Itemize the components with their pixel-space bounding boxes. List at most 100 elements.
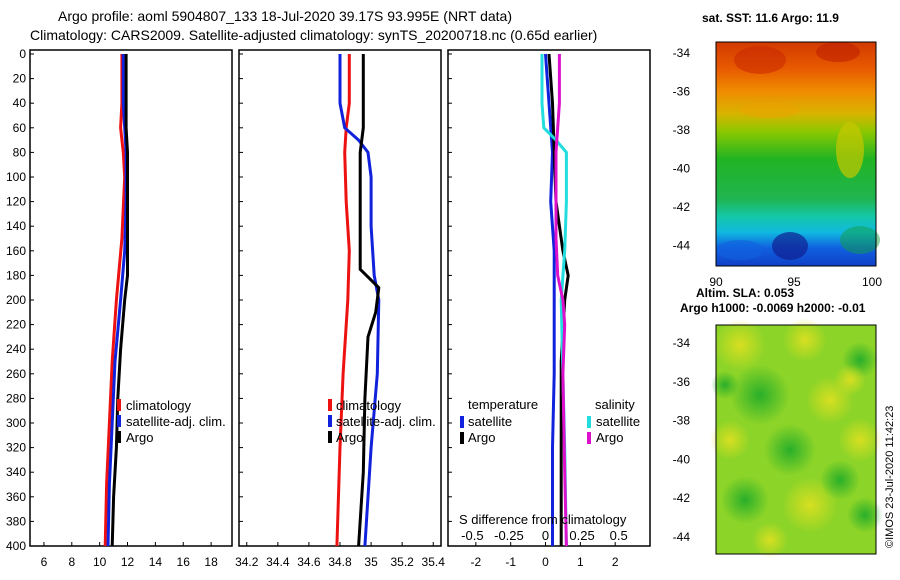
sla-lat-axis: -34 -36 -38 -40 -42 -44 xyxy=(673,336,691,544)
satellite-adj-clim--line xyxy=(338,54,381,547)
inset-tick-label: 0 xyxy=(542,528,549,543)
sla-map xyxy=(710,318,883,558)
lat-tick-label: -34 xyxy=(673,46,691,60)
legend-climatology: climatology xyxy=(126,398,192,413)
legend-argo: Argo xyxy=(126,430,153,445)
legend-temp-argo: Argo xyxy=(468,430,495,445)
s-difference-label: S difference from climatology xyxy=(459,512,627,527)
depth-tick-label: 400 xyxy=(6,539,26,553)
header-line2: Climatology: CARS2009. Satellite-adjuste… xyxy=(30,27,597,43)
depth-tick-label: 160 xyxy=(6,244,26,258)
sla-map-title1: Altim. SLA: 0.053 xyxy=(696,286,794,300)
depth-tick-label: 200 xyxy=(6,293,26,307)
x-tick-label: 34.4 xyxy=(266,555,290,569)
depth-tick-label: 100 xyxy=(6,170,26,184)
lat-tick-label: -36 xyxy=(673,85,691,99)
temperature-legend: climatology satellite-adj. clim. Argo xyxy=(117,398,226,445)
sla-map-title2: Argo h1000: -0.0069 h2000: -0.01 xyxy=(680,301,866,315)
temperature-argo-line xyxy=(547,53,570,546)
climatology-line xyxy=(335,54,351,547)
lat-tick-label: -44 xyxy=(673,239,691,253)
lon-tick-label: 90 xyxy=(709,275,723,289)
sla-blob xyxy=(783,318,827,362)
depth-tick-label: 0 xyxy=(19,47,26,61)
x-tick-label: 2 xyxy=(612,555,619,569)
sst-lon-axis: 90 95 100 xyxy=(709,275,882,289)
x-tick-label: 14 xyxy=(149,555,163,569)
x-tick-label: 18 xyxy=(204,555,218,569)
profile-curves xyxy=(103,53,570,547)
depth-tick-label: 380 xyxy=(6,514,26,528)
x-tick-label: 8 xyxy=(68,555,75,569)
temperature-panel xyxy=(29,49,233,547)
depth-tick-label: 20 xyxy=(13,72,27,86)
x-tick-label: 34.2 xyxy=(235,555,259,569)
sst-map xyxy=(715,41,880,267)
salinity-argo-line xyxy=(554,54,568,547)
sla-blob xyxy=(721,476,769,524)
lat-tick-label: -36 xyxy=(673,375,691,389)
legend-temperature-header: temperature xyxy=(468,397,538,412)
depth-tick-label: 60 xyxy=(13,121,27,135)
x-tick-label: 6 xyxy=(41,555,48,569)
depth-tick-label: 300 xyxy=(6,416,26,430)
depth-tick-label: 140 xyxy=(6,219,26,233)
s-difference-ticks: -0.5 -0.25 0 0.25 0.5 xyxy=(461,528,628,543)
legend-temp-satellite: satellite xyxy=(468,414,512,429)
lat-tick-label: -34 xyxy=(673,336,691,350)
sst-map-title: sat. SST: 11.6 Argo: 11.9 xyxy=(702,11,839,25)
x-tick-label: -2 xyxy=(471,555,482,569)
sla-blob xyxy=(820,460,860,500)
temperature-satellite-line xyxy=(544,53,556,546)
lat-tick-label: -38 xyxy=(673,414,691,428)
sla-blob xyxy=(764,424,816,476)
depth-tick-label: 260 xyxy=(6,367,26,381)
sla-blob xyxy=(834,364,866,396)
satellite-adj-clim--line xyxy=(106,54,128,547)
x-tick-label: 35 xyxy=(364,555,378,569)
difference-legend: temperature salinity satellite Argo sate… xyxy=(460,397,640,445)
depth-tick-label: 40 xyxy=(13,96,27,110)
x-tick-label: 34.8 xyxy=(328,555,352,569)
lat-tick-label: -42 xyxy=(673,491,691,505)
x-tick-label: 35.4 xyxy=(422,555,446,569)
lat-tick-label: -38 xyxy=(673,123,691,137)
depth-tick-label: 220 xyxy=(6,318,26,332)
depth-tick-label: 320 xyxy=(6,441,26,455)
sla-blob xyxy=(711,371,739,399)
depth-axis: 0 20 40 60 80 100 120 140 160 180 200 220 240 260 280 3… xyxy=(6,47,452,553)
credit: ©IMOS 23-Jul-2020 11:42:23 xyxy=(884,406,896,548)
inset-tick-label: -0.5 xyxy=(461,528,483,543)
inset-tick-label: 0.5 xyxy=(610,528,628,543)
lat-tick-label: -40 xyxy=(673,452,691,466)
lat-tick-label: -44 xyxy=(673,530,691,544)
legend-argo: Argo xyxy=(336,430,363,445)
x-axes: 6 8 10 12 14 16 18 34.2 34.4 34.6 34.8 35 35.2 35.4 -2… xyxy=(41,542,619,569)
depth-tick-label: 360 xyxy=(6,490,26,504)
depth-tick-label: 340 xyxy=(6,465,26,479)
sla-blob xyxy=(710,420,750,460)
depth-tick-label: 180 xyxy=(6,268,26,282)
depth-tick-label: 80 xyxy=(13,145,27,159)
depth-tick-label: 280 xyxy=(6,391,26,405)
lat-tick-label: -42 xyxy=(673,200,691,214)
argo-line xyxy=(357,54,381,547)
climatology-line xyxy=(103,54,127,547)
lon-tick-label: 95 xyxy=(787,275,801,289)
sla-blob xyxy=(730,365,790,425)
x-tick-label: 10 xyxy=(93,555,107,569)
salinity-legend: climatology satellite-adj. clim. Argo xyxy=(328,398,436,445)
argo-line xyxy=(110,54,129,547)
x-tick-label: 34.6 xyxy=(297,555,321,569)
x-tick-label: 0 xyxy=(542,555,549,569)
depth-tick-label: 240 xyxy=(6,342,26,356)
legend-satellite: satellite-adj. clim. xyxy=(336,414,436,429)
header-line1: Argo profile: aoml 5904807_133 18-Jul-20… xyxy=(58,8,512,24)
lat-tick-label: -40 xyxy=(673,162,691,176)
legend-sal-satellite: satellite xyxy=(596,414,640,429)
x-tick-label: 35.2 xyxy=(390,555,414,569)
legend-satellite: satellite-adj. clim. xyxy=(126,414,226,429)
inset-tick-label: 0.25 xyxy=(569,528,594,543)
sst-lat-axis: -34 -36 -38 -40 -42 -44 xyxy=(673,46,691,253)
